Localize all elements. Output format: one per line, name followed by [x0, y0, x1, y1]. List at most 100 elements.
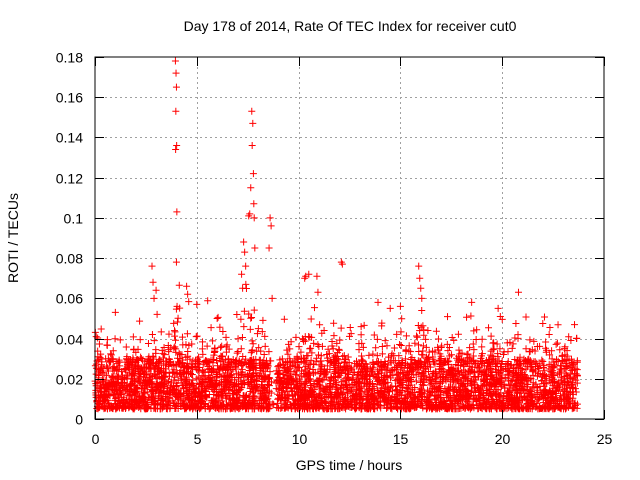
background-point	[455, 393, 463, 401]
background-point	[503, 339, 511, 347]
background-point	[188, 397, 196, 405]
background-point	[425, 368, 433, 376]
background-point	[545, 398, 553, 406]
background-point	[275, 362, 283, 370]
background-point	[254, 325, 262, 333]
background-point	[220, 385, 228, 393]
background-point	[330, 332, 338, 340]
background-point	[307, 315, 315, 323]
background-point	[260, 385, 268, 393]
background-point	[98, 369, 106, 377]
background-point	[323, 350, 331, 358]
background-point	[193, 375, 201, 383]
background-point	[506, 367, 514, 375]
background-point	[573, 335, 581, 343]
background-point	[300, 401, 308, 409]
background-point	[413, 332, 421, 340]
background-point	[438, 397, 446, 405]
background-point	[444, 369, 452, 377]
background-point	[350, 369, 358, 377]
background-point	[347, 330, 355, 338]
background-point	[365, 351, 373, 359]
background-point	[213, 356, 221, 364]
background-point	[453, 398, 461, 406]
background-point	[245, 310, 253, 318]
background-point	[171, 328, 179, 336]
background-point	[298, 381, 306, 389]
background-point	[418, 397, 426, 405]
background-point	[389, 371, 397, 379]
background-point	[303, 392, 311, 400]
background-point	[160, 380, 168, 388]
background-point	[145, 393, 153, 401]
background-point	[357, 331, 365, 339]
background-point	[307, 344, 315, 352]
background-point	[362, 360, 370, 368]
background-point	[370, 397, 378, 405]
background-point	[351, 404, 359, 412]
background-point	[496, 362, 504, 370]
background-point	[198, 396, 206, 404]
background-point	[515, 375, 523, 383]
plot-frame	[94, 56, 605, 420]
background-point	[330, 373, 338, 381]
background-point	[104, 382, 112, 390]
background-point	[179, 341, 187, 349]
background-point	[554, 321, 562, 329]
background-point	[564, 379, 572, 387]
background-point	[370, 331, 378, 339]
background-point	[387, 352, 395, 360]
background-point	[434, 394, 442, 402]
background-point	[564, 397, 572, 405]
background-point	[171, 390, 179, 398]
background-point	[152, 399, 160, 407]
background-point	[246, 380, 254, 388]
data-point	[150, 294, 158, 302]
background-point	[95, 400, 103, 408]
background-point	[207, 367, 215, 375]
background-point	[449, 397, 457, 405]
background-point	[191, 363, 199, 371]
background-point	[201, 373, 209, 381]
background-point	[207, 324, 215, 332]
background-point	[444, 390, 452, 398]
background-point	[292, 404, 300, 412]
x-tick-label: 5	[194, 431, 202, 447]
background-point	[406, 405, 414, 413]
data-point	[245, 212, 253, 220]
background-point	[514, 360, 522, 368]
background-point	[353, 396, 361, 404]
background-point	[462, 396, 470, 404]
background-point	[103, 362, 111, 370]
background-point	[374, 370, 382, 378]
background-point	[131, 362, 139, 370]
background-point	[404, 385, 412, 393]
background-point	[131, 376, 139, 384]
y-tick-label: 0.04	[56, 332, 83, 348]
background-point	[378, 350, 386, 358]
background-point	[156, 405, 164, 413]
background-point	[552, 340, 560, 348]
background-point	[237, 315, 245, 323]
background-point	[454, 362, 462, 370]
background-point	[425, 387, 433, 395]
background-point	[498, 397, 506, 405]
background-point	[212, 402, 220, 410]
data-point	[173, 208, 181, 216]
background-point	[416, 378, 424, 386]
background-point	[283, 372, 291, 380]
background-point	[397, 403, 405, 411]
background-point	[517, 382, 525, 390]
data-point	[418, 294, 426, 302]
background-point	[185, 341, 193, 349]
background-point	[463, 313, 471, 321]
background-point	[260, 397, 268, 405]
y-tick-label: 0.14	[56, 130, 83, 146]
background-point	[111, 381, 119, 389]
y-tick-label: 0.1	[64, 211, 84, 227]
background-point	[472, 359, 480, 367]
background-point	[152, 346, 160, 354]
background-point	[324, 404, 332, 412]
background-point	[410, 371, 418, 379]
background-point	[177, 397, 185, 405]
